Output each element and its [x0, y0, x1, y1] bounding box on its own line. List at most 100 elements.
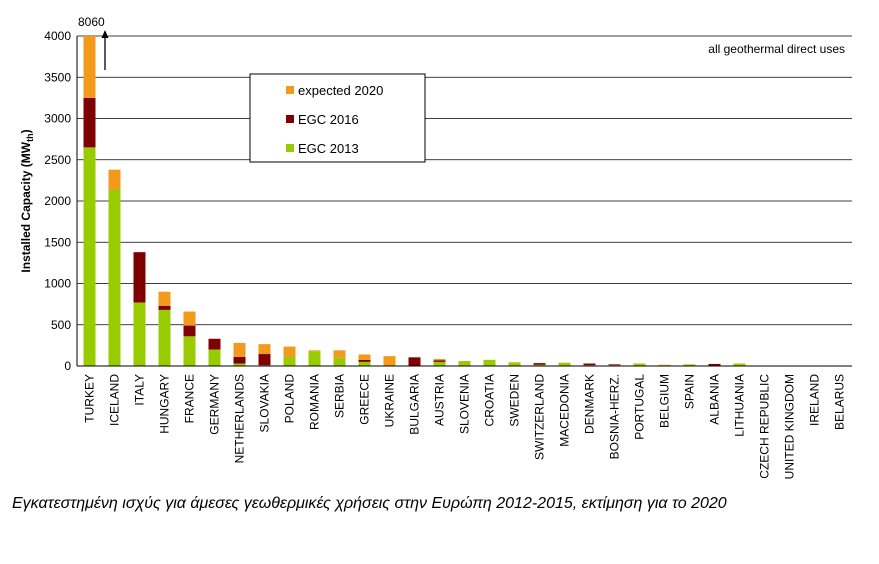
bar-switzerland-series-1: [533, 363, 546, 365]
bar-slovenia-series-0: [458, 361, 471, 366]
legend-swatch-egc-2016: [286, 115, 294, 123]
figure-caption: Εγκατεστημένη ισχύς για άμεσες γεωθερμικ…: [12, 495, 727, 512]
y-axis-label: Installed Capacity (MWth): [19, 129, 35, 272]
x-tick-label: BOSNIA-HERZ.: [608, 374, 622, 459]
bar-croatia-series-0: [483, 359, 496, 366]
bar-ukraine-series-2: [383, 356, 396, 366]
x-tick-label: AUSTRIA: [433, 374, 447, 426]
y-tick-label: 3000: [44, 112, 71, 126]
bar-bulgaria-series-1: [408, 357, 421, 366]
x-tick-label: PORTUGAL: [633, 374, 647, 440]
x-tick-label: GERMANY: [208, 374, 222, 435]
bar-poland-series-0: [283, 356, 296, 366]
bar-austria-series-2: [433, 358, 446, 361]
x-tick-label: BULGARIA: [408, 374, 422, 435]
y-tick-label: 1500: [44, 235, 71, 249]
bar-italy-series-1: [133, 252, 146, 303]
bar-iceland-series-0: [108, 189, 121, 366]
bar-italy-series-0: [133, 302, 146, 366]
bar-albania-series-1: [708, 363, 721, 366]
bar-germany-series-1: [208, 338, 221, 350]
x-tick-label: SPAIN: [683, 374, 697, 409]
y-tick-label: 500: [51, 318, 71, 332]
bar-bosnia-herz--series-1: [608, 364, 621, 366]
bar-sweden-series-0: [508, 362, 521, 366]
x-tick-label: ITALY: [133, 374, 147, 406]
bar-switzerland-series-0: [533, 364, 546, 366]
x-tick-label: TURKEY: [83, 374, 97, 423]
bar-slovakia-series-2: [258, 344, 271, 355]
bar-serbia-series-2: [333, 350, 346, 358]
y-axis-label-sub: th: [25, 133, 35, 142]
bar-hungary-series-1: [158, 305, 171, 310]
x-tick-label: HUNGARY: [158, 374, 172, 434]
bar-spain-series-0: [683, 364, 696, 366]
y-axis-label-main: Installed Capacity (MW: [19, 141, 33, 272]
bar-netherlands-series-1: [233, 356, 246, 364]
bar-romania-series-0: [308, 351, 321, 366]
y-tick-label: 3500: [44, 70, 71, 84]
x-tick-label: MACEDONIA: [558, 374, 572, 447]
legend-box: [249, 73, 426, 163]
x-tick-label: SWEDEN: [508, 374, 522, 427]
x-tick-label: LITHUANIA: [733, 374, 747, 437]
bar-austria-series-0: [433, 361, 446, 366]
x-tick-label: BELGIUM: [658, 374, 672, 428]
bar-denmark-series-1: [583, 363, 596, 366]
bar-netherlands-series-2: [233, 342, 246, 357]
bar-macedonia-series-0: [558, 362, 571, 366]
bar-france-series-1: [183, 325, 196, 337]
x-tick-label: POLAND: [283, 374, 297, 424]
bar-slovakia-series-1: [258, 354, 271, 366]
x-tick-label: UNITED KINGDOM: [783, 374, 797, 479]
bar-france-series-0: [183, 336, 196, 366]
x-tick-label: GREECE: [358, 374, 372, 425]
y-axis-label-close: ): [19, 129, 33, 133]
bar-lithuania-series-0: [733, 363, 746, 366]
x-tick-label: CZECH REPUBLIC: [758, 374, 772, 479]
annotation-label: all geothermal direct uses: [708, 42, 845, 56]
x-tick-label: CROATIA: [483, 374, 497, 426]
x-axis-ticks: TURKEY ICELAND ITALY HUNGARY FRANCE GERMANY NE…: [83, 374, 847, 480]
y-tick-label: 1000: [44, 277, 71, 291]
bar-france-series-2: [183, 311, 196, 326]
bar-greece-series-2: [358, 354, 371, 360]
x-tick-label: FRANCE: [183, 374, 197, 423]
bar-hungary-series-0: [158, 309, 171, 366]
legend: expected 2020 EGC 2016 EGC 2013: [249, 73, 426, 163]
chart: 0 500 1000 1500 2000 2500 3000 3500 4000 TURKEY I…: [19, 15, 852, 480]
bar-turkey-series-0: [83, 147, 96, 366]
legend-label-egc-2013: EGC 2013: [298, 141, 359, 156]
bar-portugal-series-0: [633, 363, 646, 366]
bar-austria-series-1: [433, 360, 446, 362]
y-axis-ticks: 0 500 1000 1500 2000 2500 3000 3500 4000: [44, 29, 71, 373]
x-tick-label: ICELAND: [108, 374, 122, 426]
x-tick-label: SLOVAKIA: [258, 374, 272, 432]
bar-netherlands-series-0: [233, 363, 246, 366]
bar-germany-series-0: [208, 349, 221, 366]
gridlines: [77, 35, 852, 326]
overflow-arrow: [101, 30, 109, 70]
legend-label-egc-2016: EGC 2016: [298, 112, 359, 127]
bar-greece-series-0: [358, 361, 371, 366]
bar-turkey-series-1: [83, 97, 96, 148]
bar-hungary-series-2: [158, 291, 171, 306]
y-tick-label: 2000: [44, 194, 71, 208]
x-tick-label: SLOVENIA: [458, 374, 472, 434]
x-tick-label: IRELAND: [808, 374, 822, 426]
x-tick-label: ROMANIA: [308, 374, 322, 430]
bars: [83, 36, 846, 366]
x-tick-label: BELARUS: [833, 374, 847, 430]
x-tick-label: NETHERLANDS: [233, 374, 247, 463]
y-tick-label: 2500: [44, 153, 71, 167]
bar-serbia-series-0: [333, 357, 346, 366]
bar-iceland-series-2: [108, 169, 121, 190]
x-tick-label: DENMARK: [583, 374, 597, 434]
overflow-value-label: 8060: [78, 15, 105, 29]
bar-turkey-series-2: [83, 36, 96, 98]
legend-swatch-egc-2013: [286, 144, 294, 152]
bar-romania-series-2: [308, 350, 321, 352]
x-tick-label: SWITZERLAND: [533, 374, 547, 460]
bar-greece-series-1: [358, 359, 371, 362]
x-tick-label: UKRAINE: [383, 374, 397, 427]
